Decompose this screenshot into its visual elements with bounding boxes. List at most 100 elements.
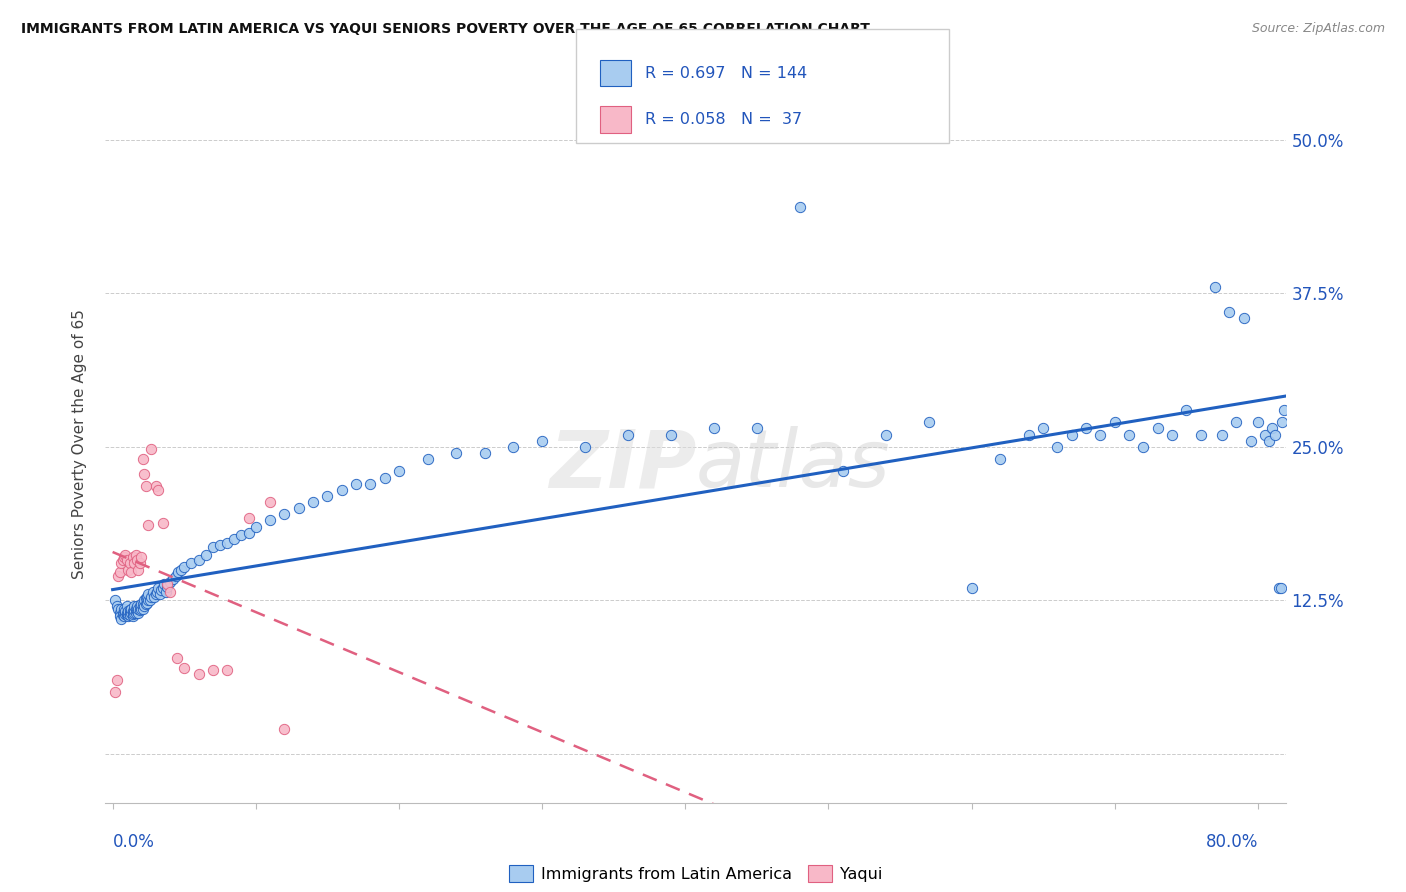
Point bbox=[118, 606, 141, 620]
Point bbox=[122, 603, 145, 617]
Point bbox=[142, 584, 165, 599]
Point bbox=[217, 663, 239, 677]
Point bbox=[108, 606, 131, 620]
Point bbox=[502, 440, 524, 454]
Point bbox=[107, 602, 129, 616]
Point bbox=[416, 452, 439, 467]
Point bbox=[117, 563, 139, 577]
Point bbox=[217, 535, 239, 549]
Point bbox=[115, 606, 138, 620]
Point bbox=[917, 415, 939, 429]
Point bbox=[155, 584, 177, 599]
Point bbox=[330, 483, 353, 497]
Point bbox=[131, 597, 153, 611]
Point bbox=[115, 607, 138, 622]
Point bbox=[121, 550, 143, 565]
Point bbox=[194, 548, 217, 562]
Point bbox=[374, 470, 396, 484]
Text: ZIP: ZIP bbox=[548, 426, 696, 504]
Point bbox=[132, 593, 155, 607]
Point bbox=[128, 557, 150, 571]
Point bbox=[112, 550, 135, 565]
Point bbox=[138, 587, 160, 601]
Point bbox=[138, 518, 160, 533]
Point bbox=[574, 440, 596, 454]
Point bbox=[145, 587, 167, 601]
Point bbox=[157, 577, 180, 591]
Point bbox=[180, 557, 202, 571]
Point bbox=[121, 607, 143, 621]
Point bbox=[111, 607, 134, 622]
Point bbox=[187, 553, 209, 567]
Point bbox=[146, 584, 169, 599]
Point bbox=[111, 553, 134, 567]
Point bbox=[131, 602, 153, 616]
Point bbox=[127, 563, 149, 577]
Point bbox=[108, 565, 131, 579]
Point bbox=[1258, 434, 1281, 448]
Point bbox=[117, 604, 139, 618]
Point bbox=[444, 446, 467, 460]
Point bbox=[121, 609, 143, 624]
Point bbox=[141, 590, 163, 604]
Point bbox=[1204, 280, 1226, 294]
Point bbox=[105, 673, 128, 687]
Point bbox=[617, 427, 640, 442]
Legend: Immigrants from Latin America, Yaqui: Immigrants from Latin America, Yaqui bbox=[503, 859, 889, 888]
Point bbox=[112, 602, 135, 616]
Point bbox=[316, 489, 339, 503]
Point bbox=[1272, 403, 1295, 417]
Point bbox=[122, 557, 145, 571]
Point bbox=[104, 593, 127, 607]
Point bbox=[110, 612, 132, 626]
Text: R = 0.697   N = 144: R = 0.697 N = 144 bbox=[645, 65, 807, 80]
Point bbox=[120, 602, 142, 616]
Point bbox=[1090, 427, 1112, 442]
Text: R = 0.058   N =  37: R = 0.058 N = 37 bbox=[645, 112, 803, 127]
Point bbox=[875, 427, 897, 442]
Point bbox=[124, 548, 146, 562]
Text: Source: ZipAtlas.com: Source: ZipAtlas.com bbox=[1251, 22, 1385, 36]
Point bbox=[162, 573, 184, 587]
Point bbox=[132, 599, 155, 614]
Point bbox=[112, 609, 135, 624]
Point bbox=[132, 467, 155, 481]
Point bbox=[831, 464, 853, 478]
Point bbox=[125, 553, 148, 567]
Point bbox=[105, 599, 128, 614]
Point bbox=[1270, 581, 1292, 595]
Point bbox=[122, 599, 145, 614]
Text: 0.0%: 0.0% bbox=[112, 833, 155, 851]
Point bbox=[128, 599, 150, 614]
Point bbox=[745, 421, 768, 435]
Point bbox=[1175, 403, 1198, 417]
Point bbox=[120, 606, 142, 620]
Point bbox=[129, 550, 152, 565]
Point bbox=[208, 538, 231, 552]
Point bbox=[1232, 310, 1254, 325]
Point bbox=[1118, 427, 1140, 442]
Point bbox=[148, 581, 170, 595]
Point bbox=[166, 651, 188, 665]
Point bbox=[141, 442, 163, 457]
Point bbox=[159, 574, 181, 589]
Point bbox=[129, 602, 152, 616]
Point bbox=[125, 599, 148, 614]
Point bbox=[1225, 415, 1247, 429]
Point bbox=[120, 565, 142, 579]
Point bbox=[273, 722, 295, 736]
Point bbox=[118, 607, 141, 622]
Point bbox=[127, 606, 149, 620]
Point bbox=[474, 446, 496, 460]
Point bbox=[159, 584, 181, 599]
Point bbox=[231, 528, 253, 542]
Point bbox=[128, 603, 150, 617]
Point bbox=[139, 593, 162, 607]
Point bbox=[156, 580, 179, 594]
Point bbox=[152, 516, 174, 530]
Point bbox=[1264, 427, 1286, 442]
Point bbox=[1032, 421, 1054, 435]
Point bbox=[117, 609, 139, 624]
Point bbox=[125, 604, 148, 618]
Point bbox=[131, 452, 153, 467]
